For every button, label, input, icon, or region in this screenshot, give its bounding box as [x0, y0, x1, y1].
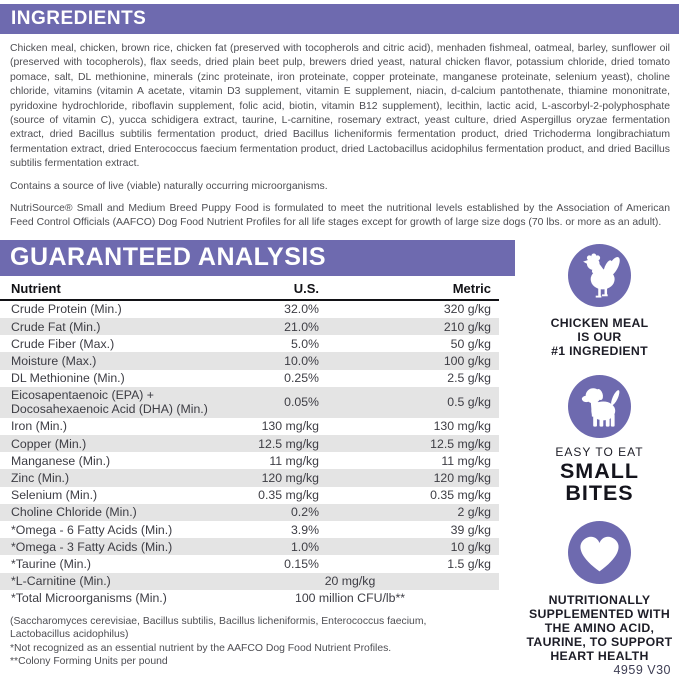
us-cell: 130 mg/kg — [261, 419, 319, 434]
asterisk-note: *Not recognized as an essential nutrient… — [10, 642, 392, 654]
us-cell: 10.0% — [284, 354, 319, 369]
ingredients-section: Chicken meal, chicken, brown rice, chick… — [0, 34, 679, 231]
table-row: *Taurine (Min.) 0.15% 1.5 g/kg — [0, 555, 499, 572]
nutrient-cell: *Taurine (Min.) — [11, 556, 91, 571]
table-row: Copper (Min.) 12.5 mg/kg 12.5 mg/kg — [0, 435, 499, 453]
table-row: Iron (Min.) 130 mg/kg 130 mg/kg — [0, 418, 499, 435]
ingredients-list-paragraph: Chicken meal, chicken, brown rice, chick… — [10, 43, 670, 170]
table-row: Choline Chloride (Min.) 0.2% 2 g/kg — [0, 503, 499, 521]
us-cell: 0.15% — [284, 556, 319, 571]
col-header-metric: Metric — [452, 280, 491, 296]
merged-value-cell: 100 million CFU/lb** — [294, 591, 406, 606]
nutrient-cell: Crude Protein (Min.) — [11, 302, 122, 317]
merged-value-cell: 20 mg/kg — [324, 574, 376, 589]
metric-cell: 11 mg/kg — [441, 453, 491, 468]
nutrient-cell: Zinc (Min.) — [11, 470, 70, 485]
nutrient-cell: *L-Carnitine (Min.) — [11, 574, 111, 589]
guaranteed-analysis-section: GUARANTEED ANALYSIS Nutrient U.S. Metric… — [0, 239, 520, 678]
nutrient-cell: Copper (Min.) — [11, 436, 87, 451]
nutrient-cell: Moisture (Max.) — [11, 354, 97, 369]
nutrient-cell: DL Methionine (Min.) — [11, 371, 125, 386]
small-bites-badge: EASY TO EAT SMALL BITES — [555, 374, 644, 505]
nutrient-cell: Crude Fat (Min.) — [11, 319, 101, 334]
us-cell: 0.35 mg/kg — [258, 488, 319, 503]
metric-cell: 210 g/kg — [443, 319, 491, 334]
metric-cell: 50 g/kg — [450, 336, 491, 351]
us-cell: 120 mg/kg — [261, 470, 319, 485]
table-row: *Omega - 3 Fatty Acids (Min.) 1.0% 10 g/… — [0, 538, 499, 556]
metric-cell: 100 g/kg — [443, 354, 491, 369]
table-row: *Total Microorganisms (Min.) 100 million… — [0, 590, 499, 607]
guaranteed-analysis-header-bar: GUARANTEED ANALYSIS — [0, 239, 515, 276]
us-cell: 0.05% — [284, 395, 319, 410]
table-row: *L-Carnitine (Min.) 20 mg/kg — [0, 572, 499, 590]
heart-health-caption: NUTRITIONALLY SUPPLEMENTED WITH THE AMIN… — [526, 592, 673, 663]
us-cell: 12.5 mg/kg — [258, 436, 319, 451]
nutrient-table: Nutrient U.S. Metric Crude Protein (Min.… — [0, 279, 499, 607]
puppy-icon — [568, 374, 631, 438]
ingredients-title: INGREDIENTS — [11, 8, 147, 29]
metric-cell: 1.5 g/kg — [447, 556, 491, 571]
nutrient-cell: *Omega - 3 Fatty Acids (Min.) — [11, 539, 173, 554]
us-cell: 5.0% — [290, 336, 319, 351]
main-columns: GUARANTEED ANALYSIS Nutrient U.S. Metric… — [0, 239, 679, 678]
double-asterisk-note: **Colony Forming Units per pound — [10, 656, 168, 668]
us-cell: 11 mg/kg — [269, 453, 319, 468]
table-row: DL Methionine (Min.) 0.25% 2.5 g/kg — [0, 370, 499, 387]
table-row: Crude Fat (Min.) 21.0% 210 g/kg — [0, 318, 499, 336]
nutrient-cell: *Omega - 6 Fatty Acids (Min.) — [11, 522, 173, 537]
us-cell: 0.2% — [290, 505, 319, 520]
label-code: 4959 V30 — [613, 662, 671, 677]
metric-cell: 130 mg/kg — [433, 419, 491, 434]
nutrient-cell: *Total Microorganisms (Min.) — [11, 591, 167, 606]
metric-cell: 0.5 g/kg — [447, 395, 491, 410]
table-row: Moisture (Max.) 10.0% 100 g/kg — [0, 352, 499, 370]
nutrient-cell: Choline Chloride (Min.) — [11, 505, 137, 520]
nutrient-cell: Iron (Min.) — [11, 419, 68, 434]
metric-cell: 39 g/kg — [450, 522, 491, 537]
col-header-nutrient: Nutrient — [11, 280, 61, 296]
metric-cell: 10 g/kg — [450, 539, 491, 554]
nutrient-cell: Eicosapentaenoic (EPA) + Docosahexaenoic… — [11, 388, 208, 417]
table-row: Zinc (Min.) 120 mg/kg 120 mg/kg — [0, 469, 499, 487]
col-header-us: U.S. — [293, 280, 319, 296]
table-row: Crude Protein (Min.) 32.0% 320 g/kg — [0, 301, 499, 318]
metric-cell: 320 g/kg — [443, 302, 491, 317]
us-cell: 0.25% — [284, 371, 319, 386]
heart-icon — [568, 520, 631, 584]
us-cell: 21.0% — [284, 319, 319, 334]
easy-to-eat-caption: EASY TO EAT — [555, 444, 644, 459]
us-cell: 32.0% — [284, 302, 319, 317]
microorganism-species-note: (Saccharomyces cerevisiae, Bacillus subt… — [10, 615, 427, 641]
table-row: Crude Fiber (Max.) 5.0% 50 g/kg — [0, 335, 499, 352]
aafco-statement: NutriSource® Small and Medium Breed Pupp… — [10, 203, 670, 229]
table-row: *Omega - 6 Fatty Acids (Min.) 3.9% 39 g/… — [0, 521, 499, 538]
nutrient-cell: Crude Fiber (Max.) — [11, 336, 115, 351]
table-row: Eicosapentaenoic (EPA) + Docosahexaenoic… — [0, 386, 499, 418]
metric-cell: 0.35 mg/kg — [430, 488, 491, 503]
guaranteed-analysis-title: GUARANTEED ANALYSIS — [10, 243, 327, 272]
table-row: Selenium (Min.) 0.35 mg/kg 0.35 mg/kg — [0, 487, 499, 504]
small-bites-caption: SMALL BITES — [559, 458, 640, 505]
chicken-meal-badge: CHICKEN MEAL IS OUR #1 INGREDIENT — [550, 243, 649, 358]
footnotes: (Saccharomyces cerevisiae, Bacillus subt… — [0, 615, 478, 669]
chicken-icon — [568, 243, 631, 307]
nutrient-cell: Manganese (Min.) — [11, 453, 111, 468]
nutrient-cell: Selenium (Min.) — [11, 488, 98, 503]
us-cell: 1.0% — [290, 539, 319, 554]
microorganisms-note: Contains a source of live (viable) natur… — [10, 180, 328, 192]
metric-cell: 2 g/kg — [457, 505, 492, 520]
heart-health-badge: NUTRITIONALLY SUPPLEMENTED WITH THE AMIN… — [526, 520, 673, 663]
callout-sidebar: CHICKEN MEAL IS OUR #1 INGREDIENT — [520, 240, 679, 678]
metric-cell: 12.5 mg/kg — [430, 436, 491, 451]
table-row: Manganese (Min.) 11 mg/kg 11 mg/kg — [0, 452, 499, 469]
metric-cell: 2.5 g/kg — [447, 371, 491, 386]
table-header-row: Nutrient U.S. Metric — [0, 279, 499, 301]
chicken-meal-caption: CHICKEN MEAL IS OUR #1 INGREDIENT — [550, 315, 649, 358]
metric-cell: 120 mg/kg — [433, 470, 491, 485]
ingredients-header-bar: INGREDIENTS — [0, 4, 679, 34]
us-cell: 3.9% — [290, 522, 319, 537]
